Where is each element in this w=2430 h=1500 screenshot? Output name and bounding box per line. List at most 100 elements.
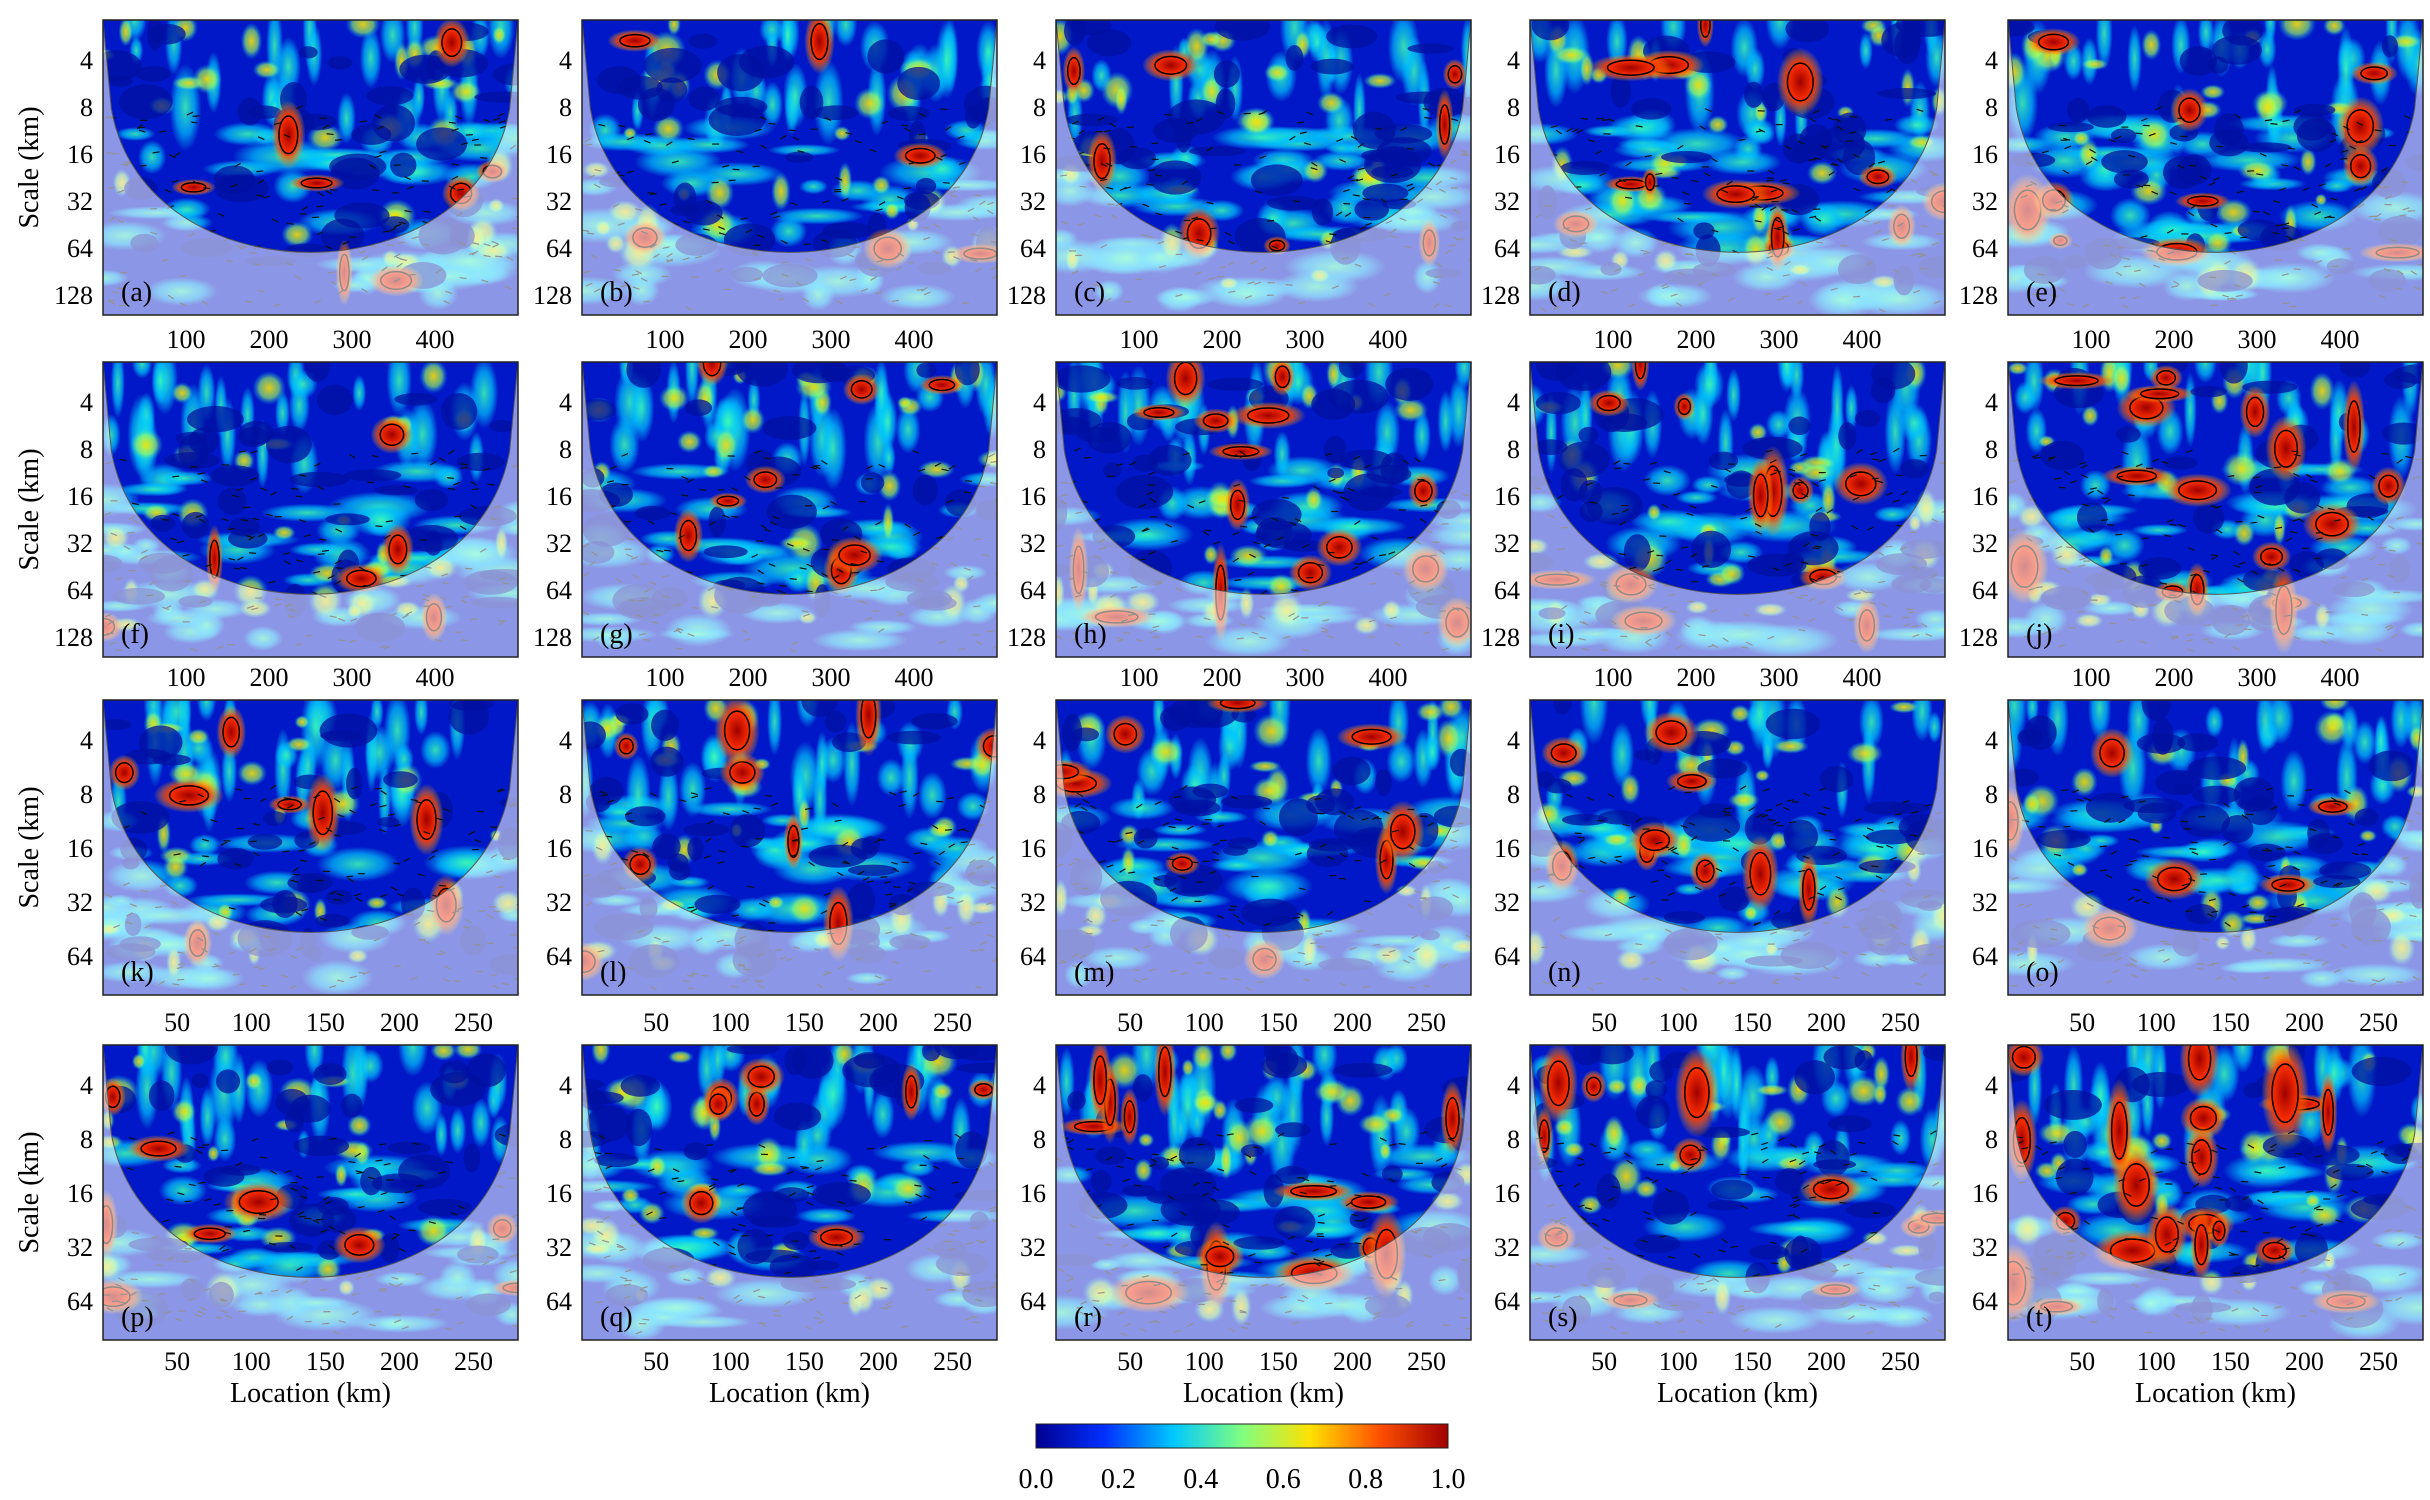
panel-h bbox=[1055, 361, 1472, 658]
y-tick-label: 32 bbox=[1972, 187, 1998, 216]
y-tick-label: 4 bbox=[1507, 46, 1520, 75]
panel-n bbox=[1529, 699, 1946, 996]
x-tick-label: 50 bbox=[1591, 1008, 1617, 1037]
x-tick-label: 400 bbox=[1369, 663, 1408, 692]
x-tick-label: 100 bbox=[646, 325, 685, 354]
panel-q bbox=[581, 1044, 998, 1341]
y-tick-label: 16 bbox=[1494, 140, 1520, 169]
x-tick-label-bottom: 50 bbox=[1117, 1347, 1143, 1376]
x-tick-label-bottom: 50 bbox=[643, 1347, 669, 1376]
y-tick-label: 16 bbox=[67, 140, 93, 169]
x-tick-label: 50 bbox=[643, 1008, 669, 1037]
y-tick-label: 8 bbox=[1033, 780, 1046, 809]
y-tick-label: 64 bbox=[1972, 942, 1998, 971]
y-tick-label: 4 bbox=[1507, 726, 1520, 755]
panel-label-k: (k) bbox=[121, 957, 154, 988]
y-tick-label: 32 bbox=[1972, 888, 1998, 917]
panel-f bbox=[102, 361, 519, 658]
y-tick-label: 8 bbox=[1507, 780, 1520, 809]
x-tick-label: 150 bbox=[306, 1008, 345, 1037]
y-tick-label: 32 bbox=[546, 529, 572, 558]
y-tick-label: 32 bbox=[1494, 888, 1520, 917]
y-tick-label: 32 bbox=[1020, 1233, 1046, 1262]
y-tick-label: 16 bbox=[1020, 1179, 1046, 1208]
y-tick-label: 64 bbox=[546, 234, 572, 263]
y-tick-label: 32 bbox=[1972, 1233, 1998, 1262]
x-tick-label: 100 bbox=[711, 1008, 750, 1037]
y-tick-label: 16 bbox=[67, 482, 93, 511]
x-tick-label: 200 bbox=[250, 325, 289, 354]
y-tick-label: 32 bbox=[1494, 187, 1520, 216]
x-tick-label: 400 bbox=[2321, 325, 2360, 354]
y-tick-label: 16 bbox=[546, 140, 572, 169]
y-tick-label: 64 bbox=[546, 576, 572, 605]
x-tick-label-bottom: 250 bbox=[1407, 1347, 1446, 1376]
x-tick-label: 250 bbox=[454, 1008, 493, 1037]
x-tick-label-bottom: 150 bbox=[1733, 1347, 1772, 1376]
x-tick-label: 400 bbox=[1843, 663, 1882, 692]
panel-label-o: (o) bbox=[2026, 957, 2059, 988]
y-tick-label: 32 bbox=[1494, 1233, 1520, 1262]
x-tick-label: 300 bbox=[1760, 325, 1799, 354]
y-tick-label: 4 bbox=[559, 726, 572, 755]
y-tick-label: 16 bbox=[1972, 834, 1998, 863]
y-tick-label: 64 bbox=[1020, 234, 1046, 263]
x-tick-label: 300 bbox=[812, 663, 851, 692]
y-tick-label: 64 bbox=[67, 1287, 93, 1316]
y-tick-label: 128 bbox=[1481, 281, 1520, 310]
x-tick-label-bottom: 50 bbox=[1591, 1347, 1617, 1376]
panel-j bbox=[2007, 361, 2424, 658]
y-tick-label: 64 bbox=[1494, 1287, 1520, 1316]
x-axis-title: Location (km) bbox=[230, 1378, 391, 1409]
y-tick-label: 128 bbox=[1481, 623, 1520, 652]
x-tick-label: 100 bbox=[1185, 1008, 1224, 1037]
y-tick-label: 8 bbox=[1985, 93, 1998, 122]
x-tick-label-bottom: 200 bbox=[1807, 1347, 1846, 1376]
y-tick-label: 32 bbox=[67, 529, 93, 558]
y-tick-label: 8 bbox=[1985, 1125, 1998, 1154]
x-tick-label: 400 bbox=[2321, 663, 2360, 692]
y-tick-label: 32 bbox=[1020, 187, 1046, 216]
y-tick-label: 32 bbox=[1972, 529, 1998, 558]
panel-label-b: (b) bbox=[600, 277, 633, 308]
y-tick-label: 4 bbox=[80, 1071, 93, 1100]
panels-layer bbox=[102, 19, 2424, 1341]
x-tick-label-bottom: 250 bbox=[933, 1347, 972, 1376]
x-tick-label-bottom: 100 bbox=[232, 1347, 271, 1376]
panel-label-a: (a) bbox=[121, 277, 152, 308]
panel-label-c: (c) bbox=[1074, 277, 1105, 308]
panel-label-e: (e) bbox=[2026, 277, 2057, 308]
y-tick-label: 16 bbox=[1972, 482, 1998, 511]
x-tick-label-bottom: 250 bbox=[454, 1347, 493, 1376]
y-tick-label: 8 bbox=[80, 93, 93, 122]
y-tick-label: 4 bbox=[80, 46, 93, 75]
x-tick-label: 100 bbox=[167, 325, 206, 354]
colorbar-tick-label: 0.6 bbox=[1266, 1464, 1301, 1495]
y-tick-label: 8 bbox=[1985, 435, 1998, 464]
x-tick-label: 300 bbox=[1760, 663, 1799, 692]
y-tick-label: 32 bbox=[1494, 529, 1520, 558]
y-tick-label: 64 bbox=[1020, 942, 1046, 971]
x-tick-label: 100 bbox=[646, 663, 685, 692]
y-tick-label: 4 bbox=[1033, 726, 1046, 755]
y-tick-label: 4 bbox=[1985, 46, 1998, 75]
panel-label-n: (n) bbox=[1548, 957, 1581, 988]
panel-t bbox=[2007, 1044, 2424, 1341]
x-tick-label: 200 bbox=[1203, 663, 1242, 692]
x-tick-label-bottom: 200 bbox=[2285, 1347, 2324, 1376]
y-axis-title: Scale (km) bbox=[14, 448, 45, 570]
x-tick-label: 100 bbox=[167, 663, 206, 692]
x-tick-label: 100 bbox=[1120, 663, 1159, 692]
y-tick-label: 4 bbox=[1033, 1071, 1046, 1100]
x-tick-label: 200 bbox=[729, 325, 768, 354]
x-tick-label: 200 bbox=[1677, 663, 1716, 692]
y-axis-title: Scale (km) bbox=[14, 1131, 45, 1253]
x-tick-label: 100 bbox=[1594, 325, 1633, 354]
y-tick-label: 32 bbox=[546, 187, 572, 216]
y-tick-label: 8 bbox=[1033, 1125, 1046, 1154]
y-tick-label: 32 bbox=[67, 1233, 93, 1262]
x-tick-label: 100 bbox=[1594, 663, 1633, 692]
x-tick-label-bottom: 150 bbox=[2211, 1347, 2250, 1376]
panel-b bbox=[581, 19, 998, 316]
x-tick-label: 50 bbox=[1117, 1008, 1143, 1037]
